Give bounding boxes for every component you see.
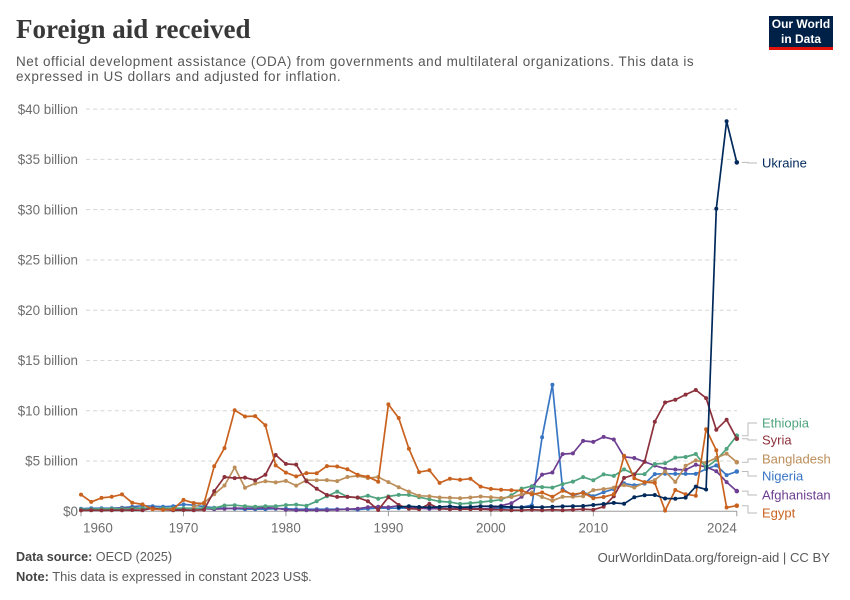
svg-text:$40 billion: $40 billion — [18, 102, 78, 117]
svg-text:$0: $0 — [63, 504, 78, 519]
svg-text:2000: 2000 — [476, 521, 506, 536]
svg-text:Bangladesh: Bangladesh — [762, 452, 831, 467]
svg-text:$35 billion: $35 billion — [18, 152, 78, 167]
svg-text:2010: 2010 — [578, 521, 608, 536]
svg-text:$5 billion: $5 billion — [25, 454, 78, 469]
svg-text:1970: 1970 — [169, 521, 199, 536]
svg-text:Syria: Syria — [762, 433, 792, 448]
svg-text:Nigeria: Nigeria — [762, 469, 804, 484]
svg-text:Ukraine: Ukraine — [762, 156, 807, 171]
svg-text:$25 billion: $25 billion — [18, 253, 78, 268]
svg-text:$10 billion: $10 billion — [18, 403, 78, 418]
svg-text:1980: 1980 — [271, 521, 301, 536]
svg-text:$30 billion: $30 billion — [18, 202, 78, 217]
svg-text:1990: 1990 — [374, 521, 404, 536]
svg-text:Ethiopia: Ethiopia — [762, 416, 810, 431]
svg-text:Afghanistan: Afghanistan — [762, 488, 831, 503]
svg-text:Egypt: Egypt — [762, 506, 796, 521]
svg-text:2024: 2024 — [707, 521, 737, 536]
svg-text:$20 billion: $20 billion — [18, 303, 78, 318]
svg-text:1960: 1960 — [83, 521, 113, 536]
svg-text:$15 billion: $15 billion — [18, 353, 78, 368]
